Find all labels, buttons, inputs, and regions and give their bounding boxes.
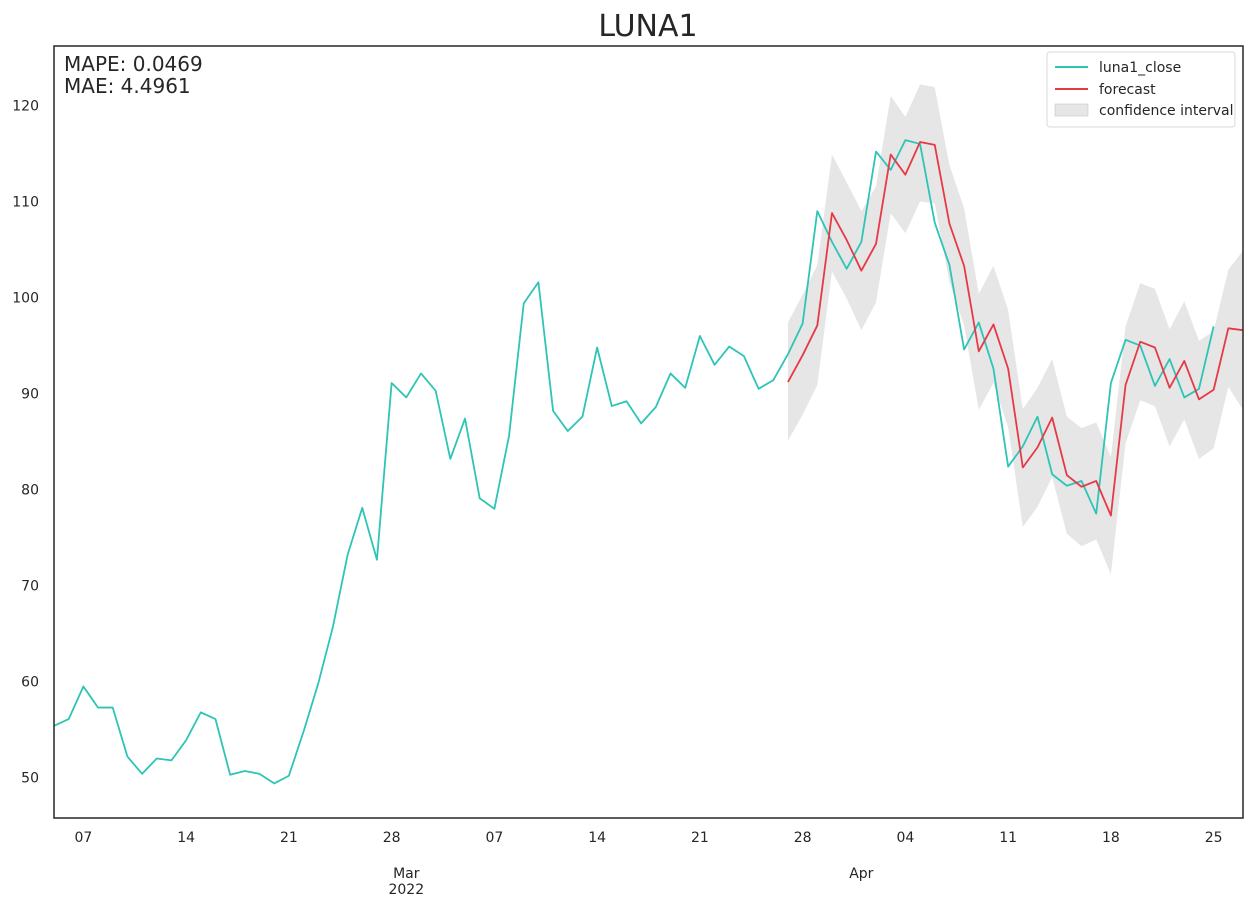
y-tick-label: 70 — [21, 579, 39, 595]
x-tick-label: 11 — [999, 830, 1017, 846]
x-tick-label: 14 — [588, 830, 606, 846]
y-tick-label: 80 — [21, 483, 39, 499]
x-tick-label: 14 — [177, 830, 195, 846]
confidence-interval-band — [787, 84, 1243, 575]
legend-label-luna1-close: luna1_close — [1099, 60, 1181, 76]
x-year-label: 2022 — [388, 882, 424, 898]
x-tick-label: 21 — [280, 830, 298, 846]
chart-title: LUNA1 — [598, 9, 697, 44]
plot-area — [54, 84, 1243, 785]
x-tick-label: 21 — [691, 830, 709, 846]
y-tick-label: 50 — [21, 771, 39, 787]
y-tick-label: 90 — [21, 387, 39, 403]
x-month-label: Mar — [393, 866, 420, 882]
x-tick-label: 07 — [485, 830, 503, 846]
x-tick-label: 07 — [74, 830, 92, 846]
y-tick-label: 60 — [21, 675, 39, 691]
series-line-forecast — [787, 141, 1243, 517]
y-tick-label: 100 — [12, 291, 39, 307]
mape-metric: MAPE: 0.0469 — [64, 52, 203, 76]
y-tick-label: 120 — [12, 99, 39, 115]
legend-swatch-confidence-interval — [1054, 103, 1089, 117]
x-tick-label: 04 — [896, 830, 914, 846]
legend-frame — [1046, 51, 1236, 128]
x-month-label: Apr — [849, 866, 873, 882]
legend-label-confidence-interval: confidence interval — [1099, 103, 1233, 119]
y-tick-label: 110 — [12, 195, 39, 211]
x-tick-label: 25 — [1205, 830, 1223, 846]
legend-label-forecast: forecast — [1099, 82, 1156, 98]
x-tick-label: 18 — [1102, 830, 1120, 846]
legend: luna1_close forecast confidence interval — [1046, 51, 1236, 128]
x-tick-label: 28 — [383, 830, 401, 846]
mae-metric: MAE: 4.4961 — [64, 74, 191, 98]
plot-frame — [53, 45, 1244, 819]
axis-ticks: 50 60 70 80 90 100 110 120 07 14 21 28 07 14 21 28 04 11 1… — [12, 99, 1222, 898]
x-tick-label: 28 — [794, 830, 812, 846]
